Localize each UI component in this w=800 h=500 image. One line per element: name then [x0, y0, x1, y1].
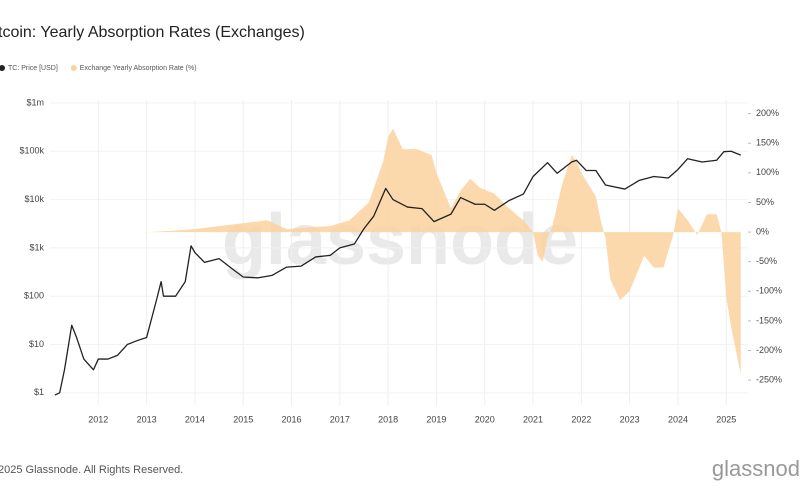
brand: glassnod [712, 456, 800, 481]
legend-label: Exchange Yearly Absorption Rate (%) [80, 65, 197, 72]
y2-tick-label: 50% [756, 197, 774, 207]
y-tick-label: $100k [19, 146, 44, 156]
x-tick-label: 2023 [620, 414, 640, 424]
x-tick-label: 2019 [426, 414, 446, 424]
legend-swatch [0, 65, 5, 71]
y2-tick-label: -250% [756, 375, 782, 385]
x-tick-label: 2012 [88, 414, 108, 424]
y2-tick-label: 100% [756, 167, 779, 177]
y-tick-label: $1 [34, 387, 44, 397]
legend: TC: Price [USD] Exchange Yearly Absorptio… [0, 65, 197, 72]
x-tick-label: 2015 [233, 414, 253, 424]
x-tick-label: 2018 [378, 414, 398, 424]
chart-title: tcoin: Yearly Absorption Rates (Exchange… [0, 24, 305, 41]
y-tick-label: $10 [29, 339, 44, 349]
y2-tick-label: 200% [756, 108, 779, 118]
y2-tick-label: 0% [756, 226, 769, 236]
area [146, 128, 741, 375]
x-tick-label: 2016 [282, 414, 302, 424]
y2-tick-label: -100% [756, 286, 782, 296]
footer: 2025 Glassnode. All Rights Reserved. [0, 464, 183, 476]
legend-label: TC: Price [USD] [8, 65, 58, 72]
marks [54, 128, 741, 396]
y2-tick-label: -150% [756, 315, 782, 325]
y-tick-label: $1m [26, 97, 44, 107]
x-tick-label: 2024 [668, 414, 688, 424]
x-tick-label: 2013 [137, 414, 157, 424]
x-tick-label: 2022 [571, 414, 591, 424]
line [54, 150, 741, 396]
x-tick-label: 2021 [523, 414, 543, 424]
y2-tick-label: 150% [756, 138, 779, 148]
y-tick-label: $1k [29, 242, 44, 252]
x-tick-label: 2014 [185, 414, 205, 424]
x-tick-label: 2020 [475, 414, 495, 424]
y-tick-label: $10k [24, 194, 44, 204]
y-tick-label: $100 [24, 291, 44, 301]
x-tick-label: 2017 [330, 414, 350, 424]
y2-tick-label: -50% [756, 256, 777, 266]
legend-swatch [70, 65, 77, 71]
y2-tick-label: -200% [756, 345, 782, 355]
x-tick-label: 2025 [716, 414, 736, 424]
